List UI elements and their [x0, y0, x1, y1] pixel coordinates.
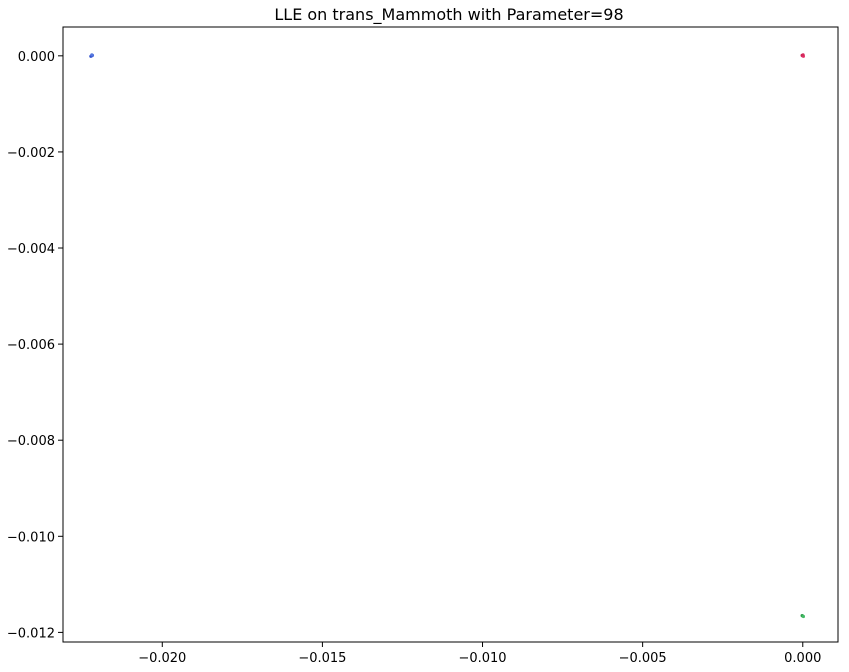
chart-title: LLE on trans_Mammoth with Parameter=98: [274, 5, 623, 25]
y-tick-label: −0.006: [7, 338, 55, 353]
y-tick-label: 0.000: [18, 50, 55, 65]
scatter-point: [90, 53, 94, 57]
y-axis: 0.000 −0.002 −0.004 −0.006 −0.008 −0.010 −0.01…: [7, 50, 63, 641]
plot-area: [62, 26, 839, 643]
y-tick-label: −0.004: [7, 242, 55, 257]
y-tick-label: −0.010: [7, 530, 55, 545]
x-axis: −0.020 −0.015 −0.010 −0.005 0.000: [138, 642, 821, 666]
scatter-point: [801, 614, 806, 619]
x-tick-label: −0.005: [619, 651, 667, 666]
x-tick-label: 0.000: [784, 651, 821, 666]
x-tick-label: −0.015: [298, 651, 346, 666]
x-tick-label: −0.010: [458, 651, 506, 666]
y-tick-label: −0.002: [7, 146, 55, 161]
y-tick-label: −0.012: [7, 626, 55, 641]
scatter-point: [801, 53, 805, 57]
x-tick-label: −0.020: [138, 651, 186, 666]
y-tick-label: −0.008: [7, 434, 55, 449]
scatter-points: [89, 53, 806, 619]
